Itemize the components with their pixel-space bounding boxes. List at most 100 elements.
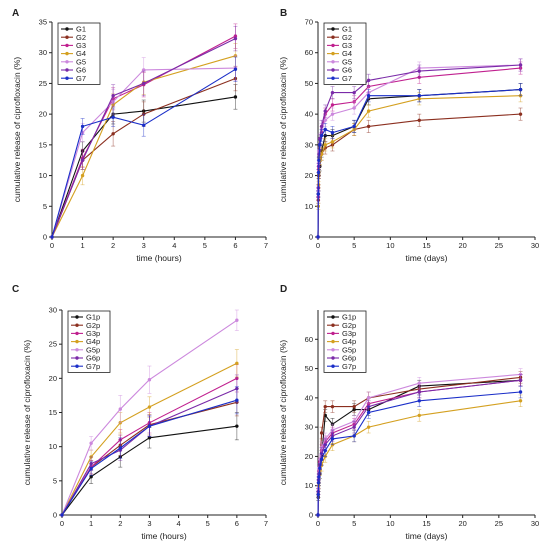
legend-marker	[331, 60, 335, 64]
data-point	[330, 404, 335, 409]
data-point	[316, 481, 321, 485]
data-point	[235, 398, 239, 402]
data-point	[352, 90, 356, 95]
data-point	[60, 513, 64, 517]
legend-marker	[75, 348, 79, 352]
legend-entry: G6p	[86, 354, 100, 363]
data-point	[235, 361, 239, 365]
panel-a: A 0 1 2 3 4 5 6 7 0 5 10 15 20 25 30 35 time (hours) cumul…	[12, 8, 268, 263]
panel-c-x-tick-label: 6	[235, 519, 239, 528]
data-point	[330, 130, 335, 135]
data-point	[147, 436, 152, 440]
data-point	[323, 404, 327, 409]
data-point	[352, 425, 356, 429]
legend-marker	[331, 76, 335, 80]
legend-marker	[331, 35, 335, 39]
panel-a-y-tick-label: 20	[39, 110, 47, 119]
panel-b-x-tick-label: 0	[316, 241, 320, 250]
legend-entry: G7	[342, 74, 352, 83]
data-point	[147, 405, 152, 409]
legend-entry: G6	[342, 66, 352, 75]
data-point	[142, 123, 146, 127]
panel-a-x-tick-label: 2	[111, 241, 115, 250]
legend-marker	[75, 323, 79, 327]
data-point	[142, 81, 146, 86]
legend-entry: G3	[76, 41, 86, 50]
legend-marker	[65, 60, 69, 64]
legend-entry: G5p	[342, 345, 356, 354]
data-point	[417, 69, 421, 73]
legend-marker	[75, 356, 79, 360]
legend-entry: G4p	[342, 337, 356, 346]
data-point	[417, 381, 421, 385]
data-point	[518, 87, 523, 92]
panel-b-y-axis-title: cumulative release of ciprofloxacin (%)	[278, 57, 288, 203]
legend-entry: G1	[76, 25, 86, 34]
panel-c-x-tick-label: 4	[176, 519, 180, 528]
data-point	[317, 475, 321, 479]
panel-b-series-g4	[316, 89, 523, 239]
data-point	[142, 68, 146, 72]
panel-a-series-g7	[50, 56, 238, 239]
data-point	[330, 437, 335, 441]
data-point	[518, 112, 523, 116]
data-point	[366, 410, 371, 415]
panel-d-x-tick-label: 25	[495, 519, 503, 528]
data-point	[233, 36, 238, 41]
legend-entry: G3	[342, 41, 352, 50]
data-point	[316, 192, 320, 196]
legend-entry: G4	[342, 49, 352, 58]
data-point	[417, 94, 421, 98]
panel-d-x-tick-label: 5	[352, 519, 356, 528]
legend-marker	[331, 356, 335, 360]
data-point	[50, 235, 54, 239]
data-point	[118, 446, 122, 450]
panel-d-x-tick-label: 15	[422, 519, 430, 528]
legend-entry: G5	[342, 57, 352, 66]
panel-d-y-tick-label: 10	[305, 481, 313, 490]
data-point	[319, 133, 324, 138]
panel-d-x-axis-title: time (days)	[405, 531, 447, 541]
panel-b-series-g2	[316, 107, 523, 239]
legend-marker	[75, 364, 79, 368]
panel-d-x-tick-label: 10	[386, 519, 394, 528]
legend-marker	[331, 339, 335, 344]
panel-c-y-tick-label: 0	[53, 511, 57, 520]
data-point	[233, 67, 238, 72]
data-point	[330, 90, 335, 95]
legend-entry: G1p	[86, 313, 100, 322]
panel-b-x-tick-label: 20	[458, 241, 466, 250]
data-point	[366, 396, 371, 400]
panel-b-y-tick-label: 40	[305, 110, 313, 119]
data-point	[80, 158, 85, 162]
data-point	[316, 513, 320, 517]
legend-entry: G7p	[86, 362, 100, 371]
legend-marker	[331, 348, 335, 352]
legend-marker	[65, 68, 69, 72]
panel-b-series-g6	[316, 58, 523, 239]
data-point	[235, 424, 239, 428]
data-point	[147, 424, 152, 428]
legend-entry: G3p	[86, 329, 100, 338]
data-point	[316, 170, 321, 175]
legend-marker	[331, 27, 335, 31]
panel-d-series-g4p	[316, 394, 523, 517]
legend-marker	[331, 331, 335, 336]
data-point	[323, 118, 327, 122]
panel-d-y-tick-label: 40	[305, 393, 313, 402]
panel-c-x-tick-label: 5	[206, 519, 210, 528]
legend-entry: G3p	[342, 329, 356, 338]
panel-a-x-tick-label: 0	[50, 241, 54, 250]
data-point	[518, 399, 523, 403]
data-point	[352, 106, 356, 110]
data-point	[518, 390, 523, 394]
panel-c: C 0 1 2 3 4 5 6 7 0 5 10 15 20 25 30 time (hours) cumulat…	[12, 284, 268, 541]
legend-entry: G1p	[342, 313, 356, 322]
panel-c-y-tick-label: 20	[49, 374, 57, 383]
panel-a-y-tick-label: 30	[39, 48, 47, 57]
panel-d-y-axis-title: cumulative release of ciprofloxacin (%)	[278, 340, 288, 486]
data-point	[118, 407, 122, 411]
panel-b-x-tick-label: 15	[422, 241, 430, 250]
